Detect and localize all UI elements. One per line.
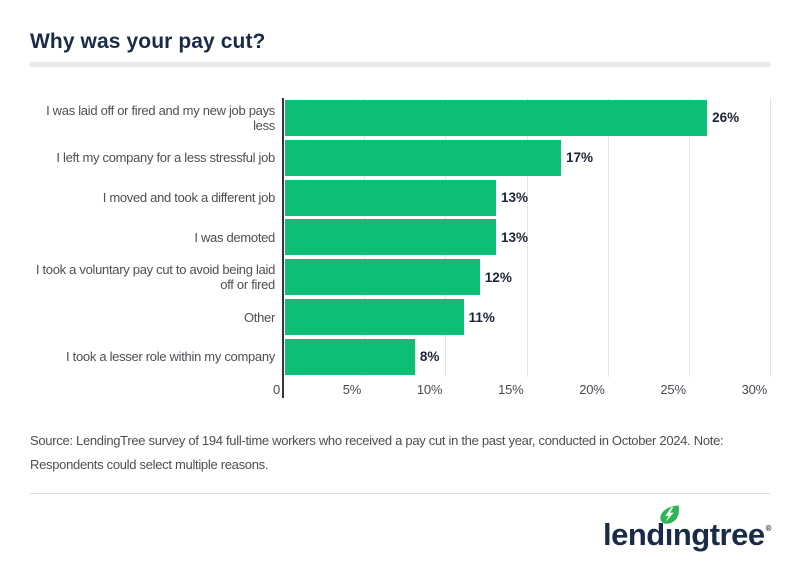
category-label: I moved and took a different job (102, 190, 276, 206)
logo-dotless-i: ı (664, 517, 674, 553)
chart-row: I was laid off or fired and my new job p… (30, 98, 770, 138)
plot-cell: 13% (283, 178, 770, 218)
leaf-icon (660, 505, 679, 525)
value-label: 8% (419, 349, 440, 365)
plot-cell: 12% (283, 257, 770, 297)
bar (285, 139, 561, 176)
x-tick-label: 10% (416, 381, 443, 397)
category-label: I took a lesser role within my company (66, 349, 275, 365)
x-tick-label: 30% (741, 381, 768, 397)
plot-cell: 11% (283, 297, 770, 337)
value-label: 12% (484, 269, 512, 285)
value-label: 13% (501, 229, 529, 245)
chart-row: I left my company for a less stressful j… (30, 138, 770, 178)
category-label: I was laid off or fired and my new job p… (46, 102, 275, 133)
value-label: 26% (712, 110, 740, 126)
title-underline (30, 62, 770, 67)
registered-mark: ® (765, 524, 772, 534)
y-axis-line (282, 98, 284, 398)
bar (285, 99, 708, 136)
plot-cell: 8% (283, 337, 770, 377)
gridline (770, 98, 771, 377)
category-label: I left my company for a less stressful j… (56, 150, 275, 166)
source-note: Source: LendingTree survey of 194 full-t… (30, 432, 724, 472)
gridline (526, 98, 528, 377)
bar (285, 179, 497, 216)
gridline (607, 98, 609, 377)
chart-row: I took a lesser role within my company 8% (30, 337, 770, 377)
x-tick-label: 5% (342, 381, 362, 397)
plot-cell: 26% (283, 98, 770, 138)
logo-i: ı (660, 505, 679, 553)
x-tick-label: 25% (660, 381, 686, 397)
x-tick-label: 15% (498, 381, 524, 397)
footer: lend ı ngtree ® (30, 494, 772, 576)
chart-row: I took a voluntary pay cut to avoid bein… (30, 257, 770, 297)
bar (285, 259, 480, 296)
chart-row: Other 11% (30, 297, 770, 337)
chart-row: I moved and took a different job 13% (30, 178, 770, 218)
footer-divider (30, 492, 770, 494)
chart-rows: I was laid off or fired and my new job p… (30, 98, 770, 377)
x-tick-label: 20% (579, 381, 605, 397)
bar (285, 219, 497, 256)
plot-cell: 13% (283, 218, 770, 258)
lendingtree-logo: lend ı ngtree ® (602, 505, 772, 553)
value-label: 13% (501, 190, 529, 206)
logo-text-pre: lend (602, 517, 665, 553)
value-label: 17% (565, 150, 593, 166)
x-axis-tick-labels: 0 5% 10% 15% 20% 25% 30% (273, 377, 770, 401)
category-label: I took a voluntary pay cut to avoid bein… (35, 262, 275, 293)
logo-text-post: ngtree (672, 517, 765, 553)
category-label: Other (243, 309, 275, 325)
chart-row: I was demoted 13% (30, 218, 770, 258)
page-title: Why was your pay cut? (30, 30, 266, 53)
bar-chart: I was laid off or fired and my new job p… (30, 98, 771, 401)
gridline (688, 98, 690, 377)
category-label: I was demoted (194, 229, 275, 245)
plot-cell: 17% (283, 138, 770, 178)
x-tick-label: 0 (272, 381, 280, 397)
value-label: 11% (468, 309, 495, 325)
bar (285, 338, 415, 375)
bar (285, 299, 464, 336)
